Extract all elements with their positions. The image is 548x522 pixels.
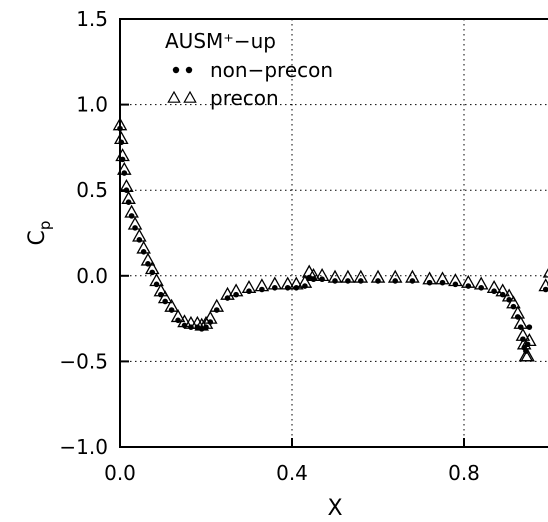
- point-precon: [542, 268, 548, 278]
- point-non-precon: [118, 139, 125, 146]
- y-tick-label: 0.0: [76, 264, 108, 288]
- legend-symbol-open-triangles: [167, 90, 197, 103]
- svg-text:Cp: Cp: [25, 221, 54, 246]
- point-non-precon: [375, 278, 381, 284]
- point-non-precon: [524, 341, 531, 348]
- point-non-precon: [123, 187, 130, 193]
- legend: AUSM⁺−up non−precon precon: [165, 29, 333, 110]
- point-non-precon: [158, 291, 164, 298]
- point-non-precon: [153, 281, 160, 288]
- y-tick-label: −1.0: [59, 435, 108, 459]
- data-points: [112, 117, 548, 362]
- y-tick-label: 0.5: [76, 178, 108, 202]
- legend-item-precon: precon: [167, 86, 279, 110]
- point-non-precon: [526, 324, 533, 330]
- point-non-precon: [246, 288, 252, 295]
- legend-circle-icon: [172, 66, 180, 74]
- point-non-precon: [203, 324, 209, 330]
- point-non-precon: [145, 261, 151, 267]
- point-non-precon: [426, 279, 433, 286]
- legend-item-non-precon: non−precon: [172, 58, 333, 82]
- point-non-precon: [465, 283, 472, 289]
- legend-triangle-icon: [183, 90, 197, 103]
- point-non-precon: [125, 199, 132, 205]
- point-non-precon: [121, 170, 128, 176]
- legend-label-non-precon: non−precon: [210, 58, 333, 82]
- point-non-precon: [132, 225, 138, 231]
- legend-symbol-filled-circles: [172, 66, 193, 74]
- y-axis-label-subscript: p: [36, 221, 54, 231]
- point-non-precon: [207, 319, 214, 325]
- point-non-precon: [520, 336, 526, 342]
- point-non-precon: [514, 314, 521, 320]
- point-non-precon: [181, 322, 188, 329]
- point-precon: [520, 348, 535, 362]
- point-non-precon: [510, 303, 517, 310]
- point-non-precon: [293, 284, 300, 291]
- point-non-precon: [358, 278, 364, 284]
- point-non-precon: [284, 284, 291, 291]
- point-non-precon: [117, 125, 123, 132]
- point-non-precon: [128, 213, 135, 219]
- y-tick-label: −0.5: [59, 349, 108, 373]
- x-axis-label: X: [327, 496, 342, 521]
- y-axis-label-main: C: [25, 230, 50, 245]
- point-non-precon: [233, 291, 239, 298]
- point-non-precon: [188, 324, 194, 330]
- legend-label-precon: precon: [210, 86, 279, 110]
- x-tick-label: 0.4: [276, 461, 308, 485]
- axis-ticks: −1.0 −0.5 0.0 0.5 1.0 1.5 0.0 0.4 0.8: [59, 7, 479, 485]
- point-non-precon: [140, 249, 147, 255]
- legend-triangle-icon: [167, 90, 181, 103]
- point-non-precon: [499, 291, 506, 298]
- point-non-precon: [310, 276, 317, 283]
- point-non-precon: [409, 278, 416, 284]
- point-non-precon: [332, 278, 338, 284]
- point-non-precon: [162, 298, 168, 305]
- point-non-precon: [259, 286, 265, 293]
- point-non-precon: [506, 296, 512, 303]
- point-non-precon: [523, 348, 529, 354]
- point-non-precon: [491, 288, 497, 295]
- point-non-precon: [213, 307, 220, 313]
- point-non-precon: [345, 278, 351, 284]
- point-non-precon: [194, 324, 201, 330]
- point-non-precon: [272, 284, 278, 291]
- point-non-precon: [517, 324, 524, 330]
- point-non-precon: [478, 284, 485, 291]
- legend-title: AUSM⁺−up: [165, 29, 276, 53]
- point-non-precon: [306, 274, 313, 281]
- point-non-precon: [302, 283, 308, 289]
- x-tick-label: 0.8: [448, 461, 480, 485]
- point-non-precon: [136, 237, 143, 243]
- x-tick-label: 0.0: [104, 461, 136, 485]
- point-non-precon: [168, 307, 175, 313]
- point-non-precon: [452, 281, 459, 288]
- grid-lines: [120, 19, 548, 447]
- legend-circle-icon: [185, 66, 193, 74]
- point-non-precon: [149, 269, 156, 276]
- point-non-precon: [319, 276, 325, 283]
- y-axis-label: Cp: [25, 221, 54, 246]
- plot-frame: [119, 18, 548, 448]
- point-non-precon: [392, 278, 399, 284]
- y-tick-label: 1.5: [76, 7, 108, 31]
- point-non-precon: [198, 326, 205, 332]
- point-non-precon: [542, 286, 548, 293]
- point-non-precon: [439, 279, 446, 286]
- y-tick-label: 1.0: [76, 93, 108, 117]
- point-non-precon: [119, 156, 126, 163]
- point-non-precon: [175, 317, 181, 324]
- point-non-precon: [224, 295, 231, 301]
